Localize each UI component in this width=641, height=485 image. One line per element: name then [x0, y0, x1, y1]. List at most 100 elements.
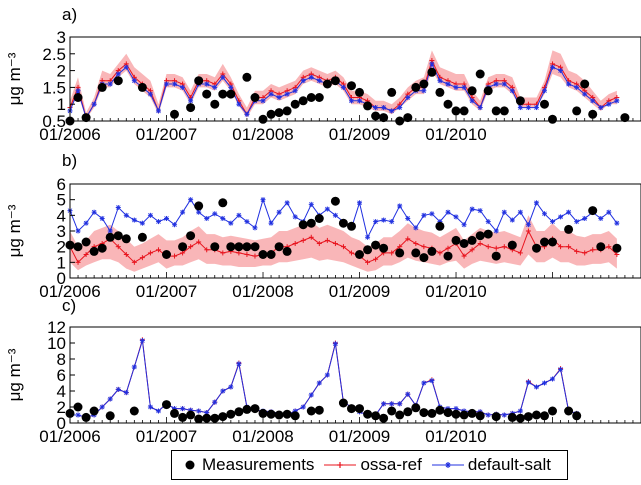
series-marker-ossa-ref	[485, 244, 491, 250]
marker-stroke	[236, 101, 242, 107]
series-marker-ossa-ref	[606, 244, 612, 250]
marker-stroke	[542, 88, 547, 94]
marker-stroke	[236, 213, 242, 218]
measurement-point	[395, 248, 405, 258]
marker-stroke	[550, 64, 555, 70]
series-marker-ossa-ref	[558, 244, 564, 250]
measurement-point	[242, 242, 252, 252]
series-marker-default-salt	[91, 209, 97, 215]
marker-stroke	[397, 401, 403, 407]
measurement-point	[218, 89, 228, 99]
series-marker-ossa-ref	[566, 244, 572, 250]
marker-stroke	[405, 95, 411, 100]
marker-stroke	[518, 408, 523, 414]
marker-stroke	[132, 217, 137, 223]
measurement-point	[298, 220, 308, 230]
series-marker-default-salt	[164, 215, 170, 221]
measurement-point	[73, 242, 83, 252]
series-marker-default-salt	[373, 105, 379, 111]
measurement-point	[242, 404, 252, 414]
series-marker-default-salt	[550, 64, 556, 70]
measurement-point	[515, 413, 525, 423]
x-tick-label: 01/2007	[136, 282, 197, 301]
measurement-point	[411, 403, 421, 413]
series-marker-default-salt	[228, 220, 234, 226]
marker-stroke	[461, 222, 467, 228]
measurement-point	[435, 87, 445, 97]
marker-stroke	[598, 105, 604, 110]
series-marker-default-salt	[533, 200, 539, 206]
series-marker-default-salt	[115, 71, 121, 77]
series-marker-default-salt	[397, 203, 403, 209]
series-marker-default-salt	[381, 105, 387, 111]
measurement-point	[314, 93, 324, 102]
series-marker-ossa-ref	[172, 253, 178, 259]
y-tick-label: 0.5	[42, 112, 66, 131]
x-tick-label: 01/2010	[425, 282, 486, 301]
measurement-point	[443, 99, 453, 109]
y-tick-label: 1	[57, 95, 66, 114]
measurement-point	[210, 413, 220, 423]
measurement-point	[347, 221, 356, 231]
marker-stroke	[405, 391, 411, 397]
marker-stroke	[485, 412, 491, 418]
measurement-point	[419, 253, 429, 263]
series-marker-default-salt	[268, 91, 274, 97]
measurement-point	[97, 243, 107, 253]
measurement-point	[379, 113, 389, 123]
marker-stroke	[115, 71, 121, 77]
measurement-point	[274, 108, 284, 118]
series-marker-default-salt	[493, 81, 499, 87]
measurement-point	[515, 96, 525, 106]
measurement-point	[459, 106, 469, 116]
series-marker-ossa-ref	[501, 244, 507, 250]
series-marker-default-salt	[477, 105, 483, 111]
series-marker-ossa-ref	[236, 250, 242, 256]
marker-stroke	[124, 213, 129, 218]
series-marker-ossa-ref	[340, 244, 346, 250]
x-tick-label: 01/2010	[425, 125, 486, 144]
measurement-point	[274, 410, 284, 420]
series-marker-default-salt	[582, 91, 588, 97]
measurement-point	[540, 99, 549, 109]
measurement-point	[186, 103, 196, 113]
marker-stroke	[566, 81, 571, 87]
series-marker-ossa-ref	[220, 250, 226, 256]
measurement-point	[523, 412, 533, 422]
x-tick-label: 01/2010	[425, 427, 486, 445]
marker-stroke	[614, 220, 620, 226]
series-marker-ossa-ref	[188, 244, 194, 250]
marker-stroke	[598, 216, 604, 221]
series-marker-ossa-ref	[614, 252, 620, 257]
measurement-point	[250, 242, 260, 252]
marker-stroke	[107, 396, 113, 402]
marker-stroke	[300, 78, 306, 83]
marker-stroke	[485, 219, 491, 224]
marker-stroke	[148, 213, 153, 218]
measurement-point	[467, 408, 477, 418]
marker-stroke	[429, 61, 435, 67]
measurement-point	[347, 404, 356, 414]
series-marker-ossa-ref	[204, 247, 210, 253]
measurement-point	[258, 250, 268, 259]
series-marker-default-salt	[228, 84, 234, 90]
measurement-point	[371, 111, 381, 121]
measurement-point	[194, 201, 204, 211]
series-marker-ossa-ref	[83, 252, 89, 257]
marker-stroke	[196, 408, 201, 414]
marker-stroke	[582, 91, 587, 97]
series-marker-default-salt	[485, 219, 491, 225]
series-marker-default-salt	[139, 338, 145, 344]
marker-stroke	[325, 206, 330, 212]
y-tick-label: 10	[47, 334, 66, 353]
measurement-point	[210, 99, 220, 109]
series-marker-ossa-ref	[115, 244, 121, 250]
series-marker-default-salt	[107, 81, 113, 87]
y-axis-label: μg m⁻³	[5, 348, 24, 401]
measurement-point	[194, 76, 204, 86]
series-marker-default-salt	[389, 401, 395, 407]
series-marker-ossa-ref	[397, 244, 403, 250]
marker-stroke	[421, 213, 427, 218]
legend-item-ossa-ref: ossa-ref	[322, 455, 422, 475]
marker-stroke	[244, 111, 250, 117]
